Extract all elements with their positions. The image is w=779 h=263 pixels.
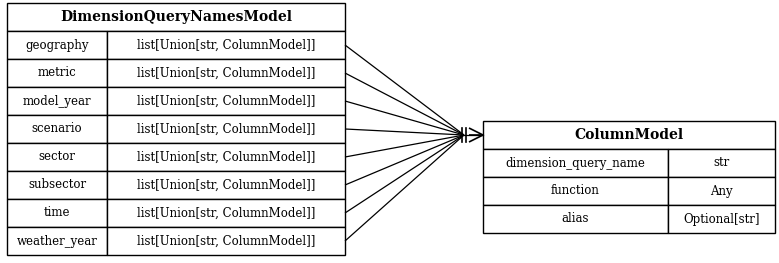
Text: alias: alias (562, 213, 589, 225)
Bar (107, 171, 345, 199)
Bar (7, 199, 107, 227)
Text: Optional[str]: Optional[str] (683, 213, 760, 225)
Text: list[Union[str, ColumnModel]]: list[Union[str, ColumnModel]] (137, 206, 315, 220)
Text: dimension_query_name: dimension_query_name (506, 156, 646, 169)
Bar (483, 177, 668, 205)
Bar (7, 87, 107, 115)
Bar (483, 149, 668, 177)
Text: function: function (551, 185, 600, 198)
Text: sector: sector (38, 150, 76, 164)
Bar (668, 149, 775, 177)
Text: weather_year: weather_year (16, 235, 97, 247)
Bar (7, 227, 107, 255)
Text: ColumnModel: ColumnModel (574, 128, 683, 142)
Text: subsector: subsector (28, 179, 86, 191)
Text: str: str (714, 156, 730, 169)
Bar (107, 227, 345, 255)
Text: scenario: scenario (32, 123, 83, 135)
Text: list[Union[str, ColumnModel]]: list[Union[str, ColumnModel]] (137, 94, 315, 108)
Bar (107, 87, 345, 115)
Text: list[Union[str, ColumnModel]]: list[Union[str, ColumnModel]] (137, 150, 315, 164)
Bar (7, 171, 107, 199)
Bar (7, 115, 107, 143)
Text: list[Union[str, ColumnModel]]: list[Union[str, ColumnModel]] (137, 179, 315, 191)
Bar (7, 3, 345, 31)
Bar (107, 59, 345, 87)
Bar (483, 121, 775, 149)
Bar (7, 59, 107, 87)
Text: time: time (44, 206, 70, 220)
Bar (107, 199, 345, 227)
Bar (7, 31, 107, 59)
Bar (107, 115, 345, 143)
Text: geography: geography (25, 38, 89, 52)
Text: list[Union[str, ColumnModel]]: list[Union[str, ColumnModel]] (137, 38, 315, 52)
Bar (107, 31, 345, 59)
Text: list[Union[str, ColumnModel]]: list[Union[str, ColumnModel]] (137, 123, 315, 135)
Text: model_year: model_year (23, 94, 91, 108)
Text: list[Union[str, ColumnModel]]: list[Union[str, ColumnModel]] (137, 235, 315, 247)
Bar (668, 205, 775, 233)
Text: list[Union[str, ColumnModel]]: list[Union[str, ColumnModel]] (137, 67, 315, 79)
Text: DimensionQueryNamesModel: DimensionQueryNamesModel (60, 10, 292, 24)
Bar (107, 143, 345, 171)
Text: metric: metric (37, 67, 76, 79)
Text: Any: Any (710, 185, 733, 198)
Bar (7, 143, 107, 171)
Bar (668, 177, 775, 205)
Bar (483, 205, 668, 233)
